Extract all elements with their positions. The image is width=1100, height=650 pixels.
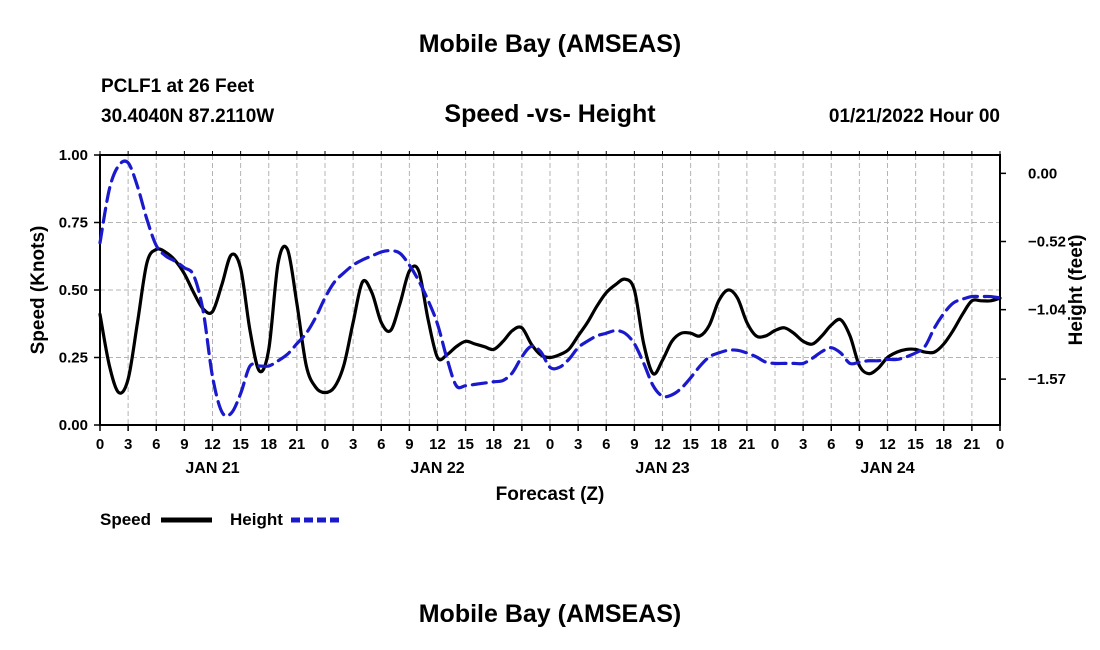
- x-tick-label: 18: [935, 436, 952, 453]
- x-tick-label: 9: [855, 436, 863, 453]
- series: [98, 159, 1002, 418]
- day-label: JAN 21: [185, 460, 239, 477]
- x-tick-label: 6: [377, 436, 385, 453]
- y-tick-label: 0.50: [59, 282, 88, 299]
- x-tick-label: 15: [232, 436, 249, 453]
- x-tick-label: 3: [799, 436, 807, 453]
- x-tick-label: 3: [124, 436, 132, 453]
- y2-tick-label: −1.57: [1028, 371, 1066, 388]
- x-tick-label: 21: [739, 436, 756, 453]
- x-axis-label: Forecast (Z): [496, 484, 605, 505]
- x-tick-label: 9: [180, 436, 188, 453]
- x-tick-label: 12: [204, 436, 221, 453]
- legend-height-label: Height: [230, 510, 283, 529]
- grid-lines: [100, 155, 1000, 425]
- day-label: JAN 23: [635, 460, 689, 477]
- y-tick-label: 1.00: [59, 147, 88, 164]
- page-title: Mobile Bay (AMSEAS): [418, 30, 682, 58]
- y-tick-label: 0.75: [59, 215, 88, 232]
- x-tick-label: 15: [907, 436, 924, 453]
- y2-axis-label: Height (feet): [1066, 235, 1087, 346]
- axes: 0 3 6 9 12 15 18 21 0 3 6 9 12 15 18 21 0 3 6 9 12 15 18 21 0 3 6 9…: [59, 147, 1067, 477]
- y-tick-label: 0.00: [59, 417, 88, 434]
- x-tick-label: 0: [321, 436, 329, 453]
- x-tick-label: 0: [546, 436, 554, 453]
- day-label: JAN 22: [410, 460, 464, 477]
- y2-tick-label: −0.52: [1028, 234, 1066, 251]
- x-tick-label: 3: [574, 436, 582, 453]
- x-tick-label: 6: [827, 436, 835, 453]
- series-line-speed: [98, 244, 1002, 395]
- x-tick-label: 12: [429, 436, 446, 453]
- x-tick-label: 18: [260, 436, 277, 453]
- x-tick-label: 12: [654, 436, 671, 453]
- x-tick-label: 15: [682, 436, 699, 453]
- x-tick-label: 21: [514, 436, 531, 453]
- y2-tick-label: −1.04: [1028, 302, 1067, 319]
- y-axis-label: Speed (Knots): [28, 226, 49, 355]
- x-tick-label: 21: [964, 436, 981, 453]
- x-tick-label: 18: [485, 436, 502, 453]
- x-tick-label: 0: [96, 436, 104, 453]
- x-tick-label: 15: [457, 436, 474, 453]
- x-tick-label: 9: [405, 436, 413, 453]
- day-label: JAN 24: [860, 460, 914, 477]
- coordinates-label: 30.4040N 87.2110W: [101, 106, 275, 127]
- legend: Speed Height: [100, 510, 342, 529]
- x-tick-label: 3: [349, 436, 357, 453]
- x-tick-label: 6: [152, 436, 160, 453]
- legend-speed-label: Speed: [100, 510, 151, 529]
- page-title-repeat: Mobile Bay (AMSEAS): [418, 600, 682, 628]
- station-label: PCLF1 at 26 Feet: [101, 76, 255, 97]
- x-tick-label: 9: [630, 436, 638, 453]
- y-tick-label: 0.25: [59, 350, 88, 367]
- x-tick-label: 18: [710, 436, 727, 453]
- x-tick-label: 12: [879, 436, 896, 453]
- series-line-height: [98, 159, 1002, 418]
- x-tick-label: 21: [289, 436, 306, 453]
- datetime-label: 01/21/2022 Hour 00: [828, 106, 1000, 127]
- x-tick-label: 0: [996, 436, 1004, 453]
- y2-tick-label: 0.00: [1028, 165, 1057, 182]
- x-tick-label: 0: [771, 436, 779, 453]
- chart-title: Speed -vs- Height: [444, 100, 656, 128]
- x-tick-label: 6: [602, 436, 610, 453]
